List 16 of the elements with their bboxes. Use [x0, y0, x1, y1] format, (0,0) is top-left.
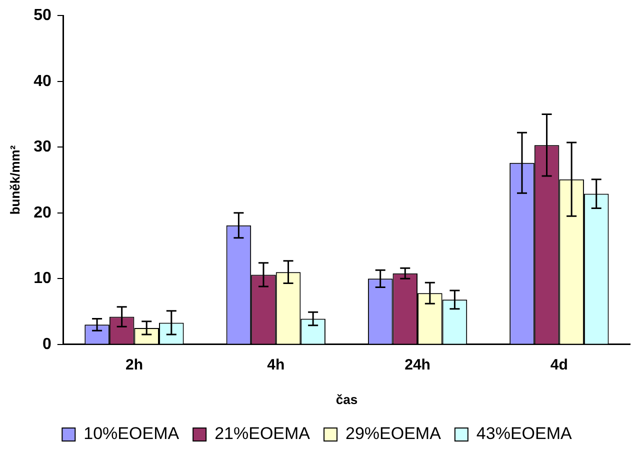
y-tick-label: 30: [34, 138, 52, 156]
legend-label: 43%EOEMA: [476, 424, 573, 444]
y-tick-label: 10: [34, 270, 52, 288]
legend-label: 10%EOEMA: [84, 424, 180, 444]
y-tick-label: 50: [34, 7, 52, 24]
x-tick-label: 4h: [267, 356, 285, 374]
legend-label: 21%EOEMA: [214, 424, 311, 444]
y-tick-label: 40: [34, 72, 52, 90]
y-axis-title: buněk/mm²: [7, 144, 22, 215]
y-tick-label: 20: [34, 204, 52, 222]
x-tick-label: 4d: [550, 356, 568, 374]
x-axis-title: čas: [336, 392, 358, 407]
x-tick-label: 2h: [125, 356, 143, 374]
legend-label: 29%EOEMA: [346, 424, 442, 444]
y-tick-label: 0: [42, 336, 52, 353]
x-tick-label: 24h: [404, 356, 430, 374]
